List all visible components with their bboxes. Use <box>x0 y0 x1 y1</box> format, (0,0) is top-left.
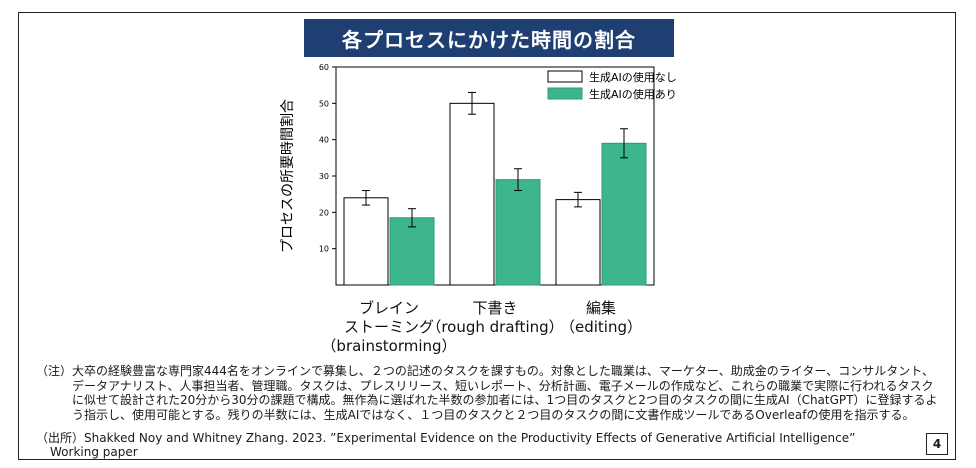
x-category-label: ストーミング <box>344 318 434 336</box>
y-tick-label: 30 <box>319 172 329 181</box>
bar <box>601 142 647 286</box>
source-line-2: Working paper <box>50 445 138 459</box>
legend-label: 生成AIの使用あり <box>589 87 677 101</box>
bar <box>343 197 389 286</box>
bar <box>495 179 541 286</box>
bar <box>449 102 495 286</box>
y-tick-label: 60 <box>319 63 329 72</box>
bar-chart: 10 20 30 40 50 60 プロセスの所要時間割合ブレインストーミング（brains… <box>279 63 677 355</box>
y-tick-label: 50 <box>319 99 329 108</box>
y-tick-label: 10 <box>319 245 329 254</box>
x-category-label: 下書き <box>472 299 517 317</box>
page-number: 4 <box>926 433 948 455</box>
y-tick-label: 40 <box>319 136 329 145</box>
y-axis-label: プロセスの所要時間割合 <box>279 99 296 253</box>
x-category-label: （brainstorming） <box>321 337 456 355</box>
legend-label: 生成AIの使用なし <box>589 70 677 84</box>
source-label: （出所） <box>36 431 85 445</box>
x-category-label: （rough drafting） <box>426 318 563 336</box>
x-category-label: 編集 <box>586 299 616 317</box>
bar <box>389 217 435 286</box>
chart-title: 各プロセスにかけた時間の割合 <box>304 19 674 57</box>
footnote-label: （注） <box>36 364 73 378</box>
x-category-label: （editing） <box>560 318 642 336</box>
footnote: （注） 大卒の経験豊富な専門家444名をオンラインで募集し、２つの記述のタスクを… <box>36 364 942 422</box>
source-citation: （出所）Shakked Noy and Whitney Zhang. 2023.… <box>36 431 916 459</box>
footnote-text: 大卒の経験豊富な専門家444名をオンラインで募集し、２つの記述のタスクを課すもの… <box>72 364 938 422</box>
slide-frame <box>18 12 956 460</box>
legend-swatch <box>547 70 583 83</box>
source-line-1: Shakked Noy and Whitney Zhang. 2023. ”Ex… <box>84 431 856 445</box>
bar <box>555 199 601 286</box>
x-category-label: ブレイン <box>359 299 419 317</box>
legend-swatch <box>547 87 583 100</box>
y-tick-label: 20 <box>319 208 329 217</box>
